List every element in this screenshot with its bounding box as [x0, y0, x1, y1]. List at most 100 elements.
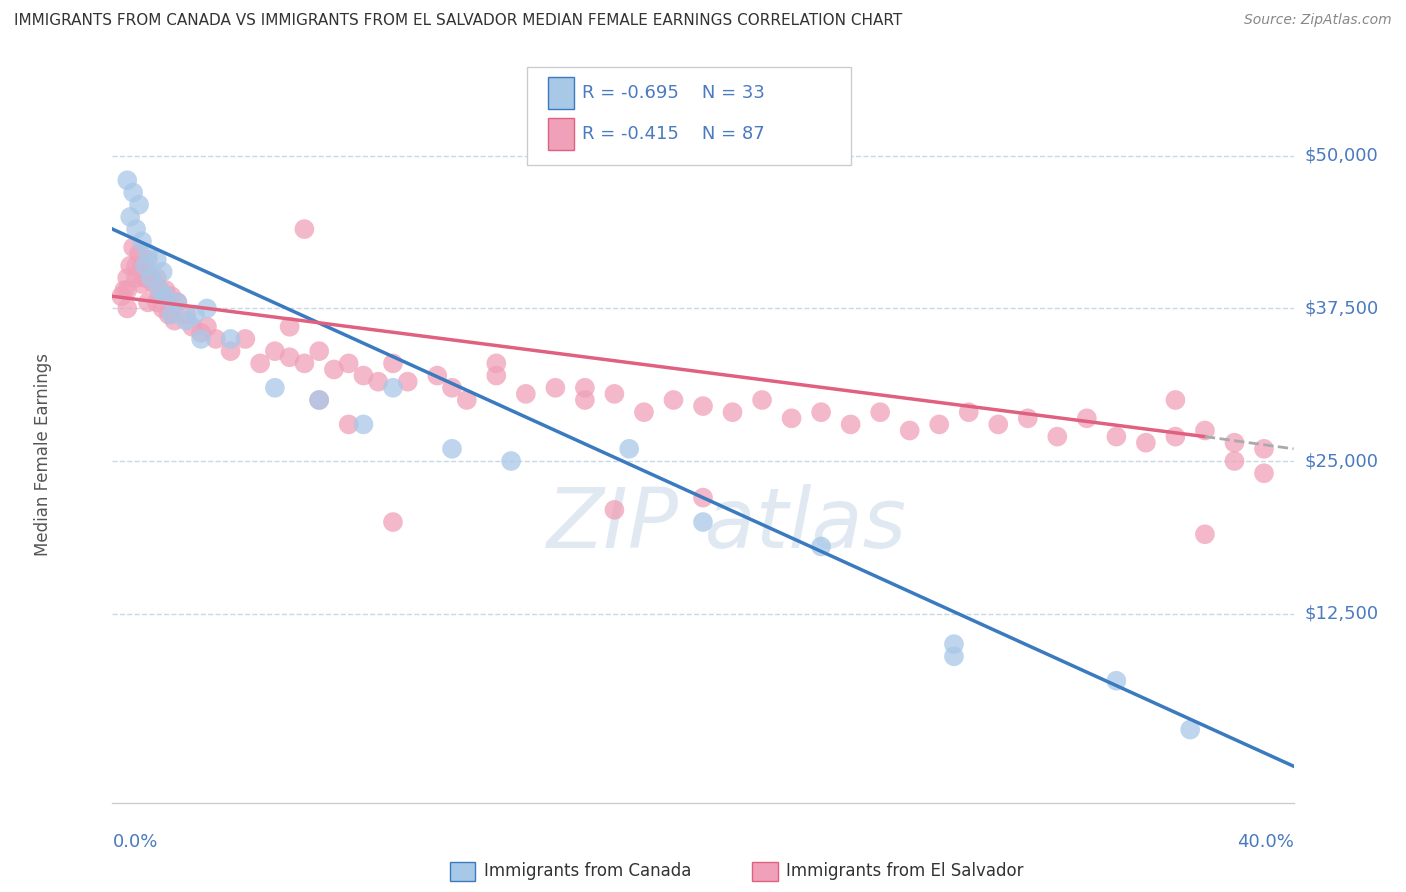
Point: [544, 381, 567, 395]
Point: [264, 381, 287, 395]
Point: [184, 308, 207, 322]
Point: [219, 332, 242, 346]
Point: [131, 235, 153, 249]
Point: [441, 381, 464, 395]
Point: [456, 392, 478, 407]
Point: [146, 295, 169, 310]
Point: [136, 246, 159, 260]
Point: [292, 356, 315, 370]
Point: [1194, 424, 1216, 438]
Point: [367, 375, 389, 389]
Point: [160, 308, 183, 322]
Point: [134, 271, 156, 285]
Point: [1253, 442, 1275, 456]
Point: [278, 351, 301, 365]
Point: [1105, 429, 1128, 443]
Point: [1178, 723, 1201, 737]
Point: [662, 392, 685, 407]
Point: [152, 301, 174, 316]
Point: [1105, 673, 1128, 688]
Point: [157, 308, 180, 322]
Text: Source: ZipAtlas.com: Source: ZipAtlas.com: [1244, 13, 1392, 28]
Point: [195, 301, 218, 316]
Point: [249, 356, 271, 370]
Text: 40.0%: 40.0%: [1237, 833, 1294, 851]
Point: [810, 540, 832, 554]
Point: [134, 259, 156, 273]
Point: [692, 491, 714, 505]
Point: [382, 356, 405, 370]
Point: [485, 356, 508, 370]
Point: [219, 344, 242, 359]
Point: [1253, 467, 1275, 481]
Point: [957, 405, 980, 419]
Text: R = -0.415    N = 87: R = -0.415 N = 87: [582, 125, 765, 143]
Point: [603, 387, 626, 401]
Text: $12,500: $12,500: [1305, 605, 1379, 623]
Point: [1194, 527, 1216, 541]
Point: [128, 246, 150, 260]
Point: [382, 515, 405, 529]
Point: [233, 332, 256, 346]
Point: [501, 454, 523, 468]
Point: [898, 424, 921, 438]
Point: [839, 417, 862, 432]
Point: [1164, 392, 1187, 407]
Point: [136, 252, 159, 267]
Point: [619, 442, 641, 456]
Text: ZIP atlas: ZIP atlas: [547, 484, 907, 565]
Point: [122, 240, 145, 254]
Point: [780, 411, 803, 425]
Point: [146, 271, 169, 285]
Text: Median Female Earnings: Median Female Earnings: [34, 353, 52, 557]
Point: [942, 637, 965, 651]
Point: [323, 362, 346, 376]
Text: Immigrants from El Salvador: Immigrants from El Salvador: [786, 863, 1024, 880]
Point: [574, 381, 596, 395]
Point: [426, 368, 449, 383]
Point: [166, 295, 188, 310]
Text: $50,000: $50,000: [1305, 147, 1378, 165]
Point: [692, 399, 714, 413]
Point: [155, 283, 177, 297]
Point: [292, 222, 315, 236]
Point: [163, 313, 186, 327]
Point: [174, 308, 197, 322]
Point: [139, 271, 162, 285]
Point: [1223, 435, 1246, 450]
Point: [942, 649, 965, 664]
Point: [125, 271, 148, 285]
Point: [264, 344, 287, 359]
Point: [1076, 411, 1098, 425]
Point: [337, 356, 360, 370]
Point: [352, 417, 374, 432]
Point: [128, 197, 150, 211]
Point: [149, 283, 172, 297]
Point: [174, 313, 197, 327]
Point: [382, 381, 405, 395]
Point: [308, 392, 330, 407]
Point: [869, 405, 891, 419]
Point: [110, 289, 132, 303]
Point: [441, 442, 464, 456]
Point: [142, 277, 165, 291]
Point: [574, 392, 596, 407]
Point: [352, 368, 374, 383]
Point: [131, 277, 153, 291]
Point: [181, 319, 204, 334]
Point: [515, 387, 537, 401]
Point: [136, 295, 159, 310]
Point: [155, 289, 177, 303]
Point: [120, 210, 142, 224]
Point: [166, 295, 188, 310]
Text: IMMIGRANTS FROM CANADA VS IMMIGRANTS FROM EL SALVADOR MEDIAN FEMALE EARNINGS COR: IMMIGRANTS FROM CANADA VS IMMIGRANTS FRO…: [14, 13, 903, 29]
Point: [117, 271, 138, 285]
Point: [721, 405, 744, 419]
Point: [117, 173, 138, 187]
Point: [928, 417, 950, 432]
Text: $25,000: $25,000: [1305, 452, 1379, 470]
Point: [160, 289, 183, 303]
Point: [190, 332, 212, 346]
Point: [1135, 435, 1157, 450]
Point: [146, 252, 169, 267]
